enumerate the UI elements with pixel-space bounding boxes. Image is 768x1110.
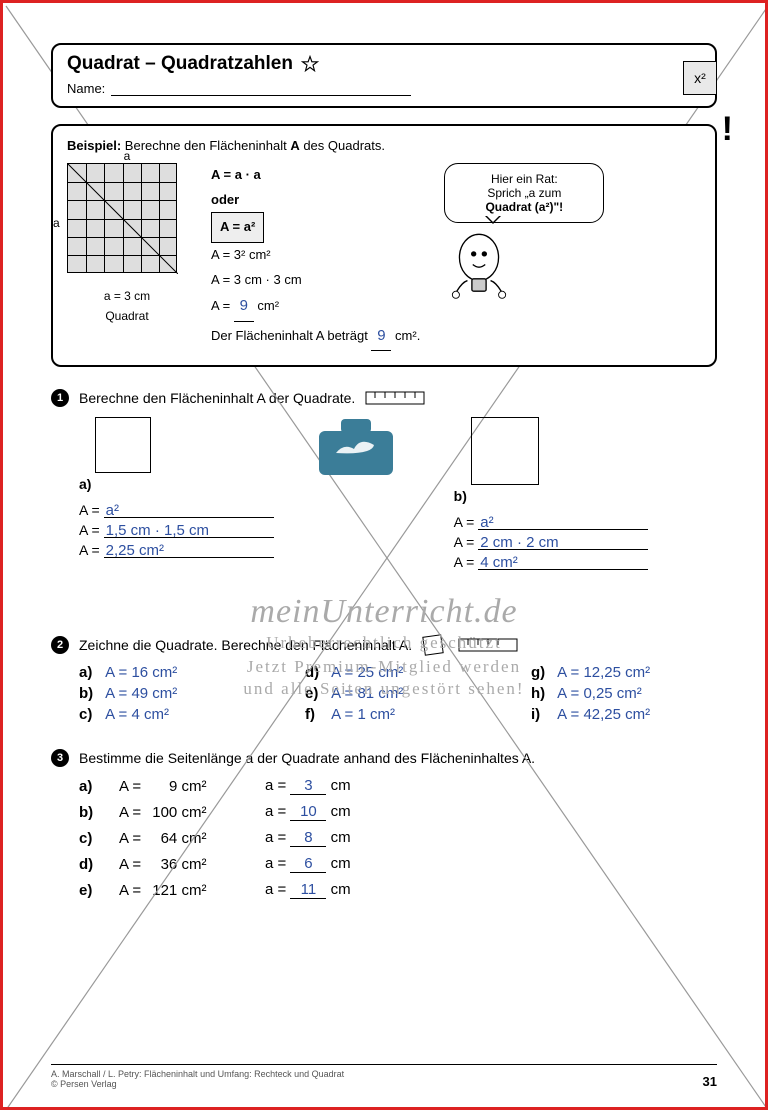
ruler-icon xyxy=(365,391,425,405)
task-2-item: g) A = 12,25 cm² xyxy=(531,664,717,681)
footer-credit-l2: © Persen Verlag xyxy=(51,1079,344,1089)
formula-line5-pre: A = xyxy=(211,298,234,313)
task-2-item: d) A = 25 cm² xyxy=(305,664,491,681)
example-rest2: des Quadrats. xyxy=(300,138,385,153)
task-1a-r1: a² xyxy=(104,502,274,518)
task-1b-r3: 4 cm² xyxy=(478,554,648,570)
task-1a-r2: 1,5 cm · 1,5 cm xyxy=(104,522,274,538)
page-number: 31 xyxy=(703,1074,717,1089)
name-label: Name: xyxy=(67,81,105,96)
square-blank-b xyxy=(471,417,539,485)
task-2-item: e) A = 81 cm² xyxy=(305,685,491,702)
task-2-text: Zeichne die Quadrate. Berechne den Fläch… xyxy=(79,637,412,653)
square-label-left: a xyxy=(53,216,60,230)
example-A: A xyxy=(290,138,299,153)
speech-l3: Quadrat (a²)"! xyxy=(455,200,593,214)
exclamation-icon: ! xyxy=(722,112,733,146)
footer-credit-l1: A. Marschall / L. Petry: Flächeninhalt u… xyxy=(51,1069,344,1079)
title-box: Quadrat – Quadratzahlen Name: x² xyxy=(51,43,717,108)
task-2-item: b) A = 49 cm² xyxy=(79,685,265,702)
formula-line5-val: 9 xyxy=(234,292,254,322)
formula-oder: oder xyxy=(211,192,239,207)
task-3-row: e)A = 121 cm²a = 11 cm xyxy=(79,881,717,899)
task-2-item: f) A = 1 cm² xyxy=(305,706,491,723)
formula-line6-post: cm². xyxy=(391,328,420,343)
example-rest1: Berechne den Flächeninhalt xyxy=(121,138,290,153)
formula-1: A = a · a xyxy=(211,167,261,182)
watermark-brand: meinUnterricht.de xyxy=(3,593,765,631)
task-2-number: 2 xyxy=(51,636,69,654)
example-square-figure: a a a = xyxy=(67,163,187,351)
star-icon xyxy=(301,55,319,73)
square-dimension: a = 3 cm xyxy=(67,289,187,303)
task-2-item: c) A = 4 cm² xyxy=(79,706,265,723)
square-grid xyxy=(67,163,177,273)
footer-credit: A. Marschall / L. Petry: Flächeninhalt u… xyxy=(51,1069,344,1089)
notebook-icon xyxy=(422,634,448,656)
formula-boxed: A = a² xyxy=(211,212,264,243)
formula-line6-val: 9 xyxy=(371,322,391,352)
task-1b-label: b) xyxy=(454,488,467,504)
task-3-text: Bestimme die Seitenlänge a der Quadrate … xyxy=(79,750,535,766)
example-box: ! Beispiel: Berechne den Flächeninhalt A… xyxy=(51,124,717,367)
task-3-row: c)A = 64 cm²a = 8 cm xyxy=(79,829,717,847)
task-1-col-b: b) A = a² A = 2 cm · 2 cm A = 4 cm² xyxy=(454,417,649,574)
task-1-text: Berechne den Flächeninhalt A der Quadrat… xyxy=(79,390,355,406)
square-label-top: a xyxy=(124,149,131,163)
task-2-item: i) A = 42,25 cm² xyxy=(531,706,717,723)
task-1a-label: a) xyxy=(79,476,91,492)
task-1: 1 Berechne den Flächeninhalt A der Quadr… xyxy=(51,389,717,574)
speech-bubble: Hier ein Rat: Sprich „a zum Quadrat (a²)… xyxy=(444,163,604,223)
task-2-answers: a) A = 16 cm² d) A = 25 cm² g) A = 12,25 c… xyxy=(51,664,717,723)
task-1b-r2: 2 cm · 2 cm xyxy=(478,534,648,550)
briefcase-icon xyxy=(311,411,401,481)
formula-line6-pre: Der Flächeninhalt A beträgt xyxy=(211,328,371,343)
speech-l1: Hier ein Rat: xyxy=(455,172,593,186)
task-3-row: a)A = 9 cm²a = 3 cm xyxy=(79,777,717,795)
x-squared-text: x² xyxy=(694,70,706,86)
ruler-icon-2 xyxy=(458,638,518,652)
example-intro: Beispiel: Berechne den Flächeninhalt A d… xyxy=(67,138,701,153)
page-footer: A. Marschall / L. Petry: Flächeninhalt u… xyxy=(51,1064,717,1089)
formula-line3: A = 3² cm² xyxy=(211,243,420,268)
task-3: 3 Bestimme die Seitenlänge a der Quadrat… xyxy=(51,749,717,899)
example-formulas: A = a · a oder A = a² A = 3² cm² A = 3 c… xyxy=(211,163,420,351)
example-bold: Beispiel: xyxy=(67,138,121,153)
task-3-rows: a)A = 9 cm²a = 3 cm b)A = 100 cm²a = 10 c… xyxy=(51,777,717,899)
task-1-number: 1 xyxy=(51,389,69,407)
task-3-row: b)A = 100 cm²a = 10 cm xyxy=(79,803,717,821)
task-2-item: a) A = 16 cm² xyxy=(79,664,265,681)
task-1b-r1: a² xyxy=(478,514,648,530)
page-title: Quadrat – Quadratzahlen xyxy=(67,53,293,75)
task-2-item: h) A = 0,25 cm² xyxy=(531,685,717,702)
tip-section: Hier ein Rat: Sprich „a zum Quadrat (a²)… xyxy=(444,163,604,351)
formula-line5-post: cm² xyxy=(254,298,279,313)
speech-l2: Sprich „a zum xyxy=(455,186,593,200)
task-2: 2 Zeichne die Quadrate. Berechne den Flä… xyxy=(51,634,717,723)
square-blank-a xyxy=(95,417,151,473)
lightbulb-icon xyxy=(444,229,514,309)
page-frame: Quadrat – Quadratzahlen Name: x² ! Beisp… xyxy=(0,0,768,1110)
task-3-row: d)A = 36 cm²a = 6 cm xyxy=(79,855,717,873)
name-input-line[interactable] xyxy=(111,82,411,96)
task-1-col-a: a) A = a² A = 1,5 cm · 1,5 cm A = 2,25 c… xyxy=(79,417,274,574)
task-3-number: 3 xyxy=(51,749,69,767)
formula-line4: A = 3 cm · 3 cm xyxy=(211,268,420,293)
task-1a-r3: 2,25 cm² xyxy=(104,542,274,558)
x-squared-badge: x² xyxy=(683,61,717,95)
square-caption: Quadrat xyxy=(67,309,187,323)
